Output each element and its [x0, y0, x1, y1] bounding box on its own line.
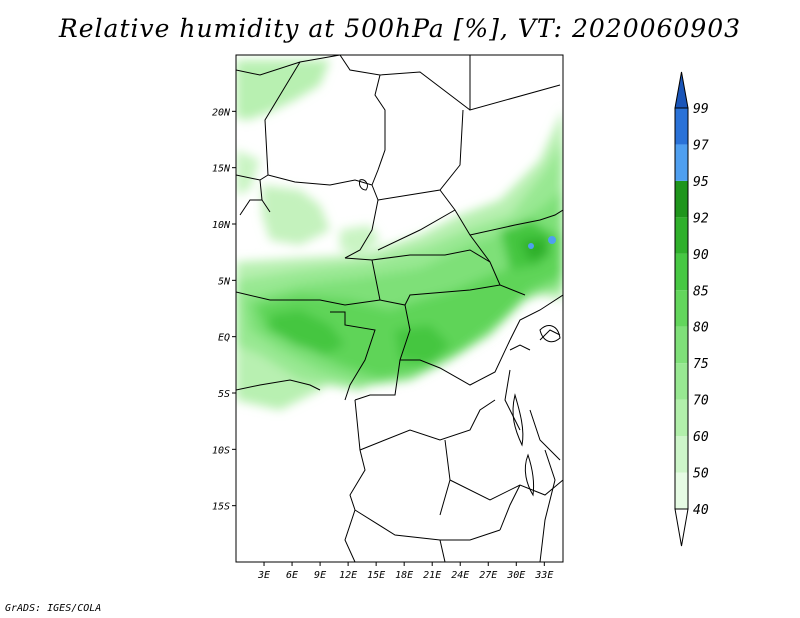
lat-tick-label: 5N: [218, 276, 231, 287]
lat-tick-label: 10N: [212, 220, 231, 231]
lat-tick-label: 20N: [212, 107, 231, 118]
colorbar-label: 85: [693, 284, 709, 299]
lon-tick-label: 12E: [339, 570, 357, 581]
colorbar-label: 75: [693, 357, 709, 372]
colorbar-segment: [675, 363, 688, 400]
latitude-axis: 20N 15N 10N 5N EQ 5S 10S 15S: [212, 107, 236, 513]
colorbar-label: 92: [693, 211, 709, 226]
humidity-shading: [236, 60, 563, 410]
lat-tick-label: EQ: [218, 333, 230, 344]
colorbar-label: 70: [693, 394, 709, 409]
colorbar-segment: [675, 180, 688, 218]
colorbar-segment: [675, 253, 688, 291]
colorbar-label: 40: [693, 503, 709, 518]
lon-tick-label: 3E: [257, 570, 270, 581]
map-frame: [235, 54, 564, 563]
colorbar-label: 99: [693, 102, 709, 117]
colorbar-outline: [674, 107, 689, 510]
colorbar: 40 50 60 70 75 80 85 90 92 95 97 99: [674, 71, 709, 547]
colorbar-segment: [675, 436, 688, 473]
credit-text: GrADS: IGES/COLA: [5, 603, 102, 614]
lakes: [359, 179, 561, 497]
high-humidity-spot: [548, 236, 556, 244]
colorbar-segment: [675, 144, 688, 181]
map-title: Relative humidity at 500hPa [%], VT: 202…: [58, 14, 742, 43]
lon-tick-label: 27E: [479, 570, 497, 581]
lat-tick-label: 5S: [218, 389, 230, 400]
colorbar-segment: [675, 290, 688, 327]
country-borders: [236, 55, 563, 562]
lon-tick-label: 9E: [314, 570, 326, 581]
colorbar-segment: [675, 472, 688, 509]
colorbar-bottom-arrow: [674, 508, 689, 547]
lon-tick-label: 30E: [506, 570, 525, 581]
colorbar-label: 50: [693, 467, 709, 482]
colorbar-label: 95: [693, 175, 709, 190]
longitude-axis: 3E 6E 9E 12E 15E 18E 21E 24E 27E 30E 33E: [257, 562, 553, 581]
lat-tick-label: 15N: [212, 164, 231, 175]
lon-tick-label: 33E: [534, 570, 553, 581]
colorbar-segment: [675, 217, 688, 254]
lon-tick-label: 15E: [367, 570, 385, 581]
lon-tick-label: 24E: [451, 570, 469, 581]
lon-tick-label: 6E: [286, 570, 298, 581]
colorbar-segment: [675, 399, 688, 437]
lon-tick-label: 21E: [423, 570, 441, 581]
lat-tick-label: 10S: [212, 445, 230, 456]
colorbar-label: 97: [693, 138, 709, 153]
high-humidity-spot: [528, 243, 534, 249]
colorbar-top-arrow: [674, 71, 689, 109]
colorbar-segment: [675, 326, 688, 364]
colorbar-label: 60: [693, 430, 709, 445]
lon-tick-label: 18E: [395, 570, 413, 581]
colorbar-segment: [675, 108, 688, 145]
colorbar-label: 90: [693, 248, 709, 263]
colorbar-label: 80: [693, 321, 709, 336]
lat-tick-label: 15S: [212, 502, 230, 513]
